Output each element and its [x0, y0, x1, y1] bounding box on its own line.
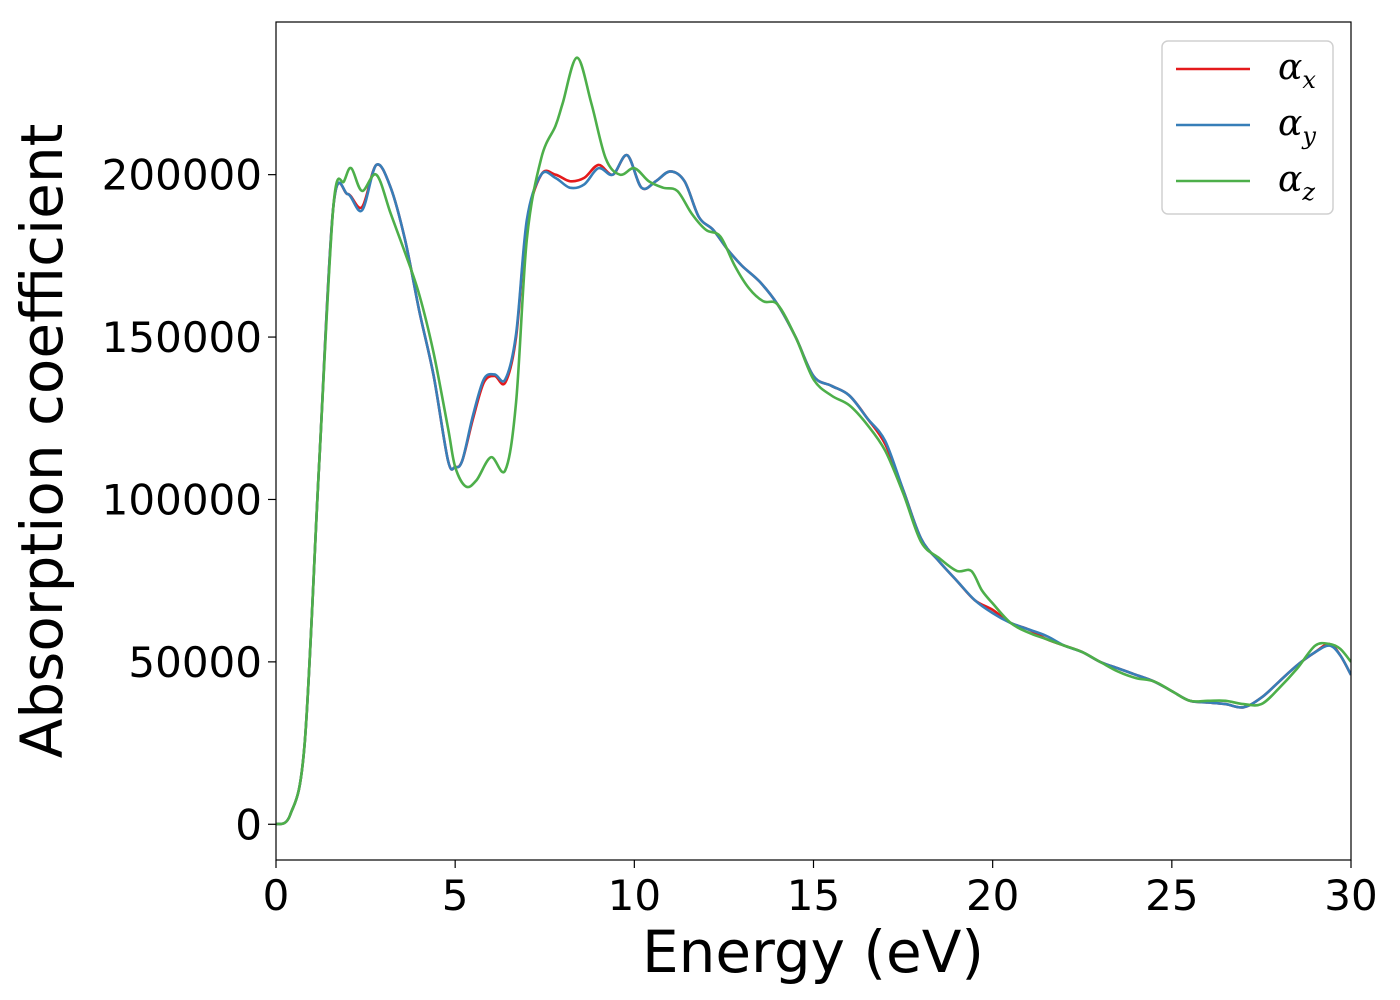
y-tick-label: 50000 — [128, 638, 262, 687]
y-tick-label: 100000 — [102, 475, 262, 524]
x-tick-label: 10 — [608, 871, 661, 920]
x-axis-title: Energy (eV) — [642, 918, 984, 986]
x-tick-label: 20 — [966, 871, 1019, 920]
y-tick-label: 0 — [235, 800, 262, 849]
x-tick-label: 25 — [1145, 871, 1198, 920]
x-tick-label: 5 — [442, 871, 469, 920]
legend: αx αy αz — [1161, 40, 1334, 215]
series-line-z — [276, 56, 1351, 826]
x-axis: 0 5 10 15 20 25 30 — [263, 860, 1378, 920]
x-tick-label: 15 — [787, 871, 840, 920]
legend-label-y: αy — [1278, 103, 1316, 150]
legend-label-z: αz — [1278, 159, 1315, 206]
x-tick-label: 0 — [263, 871, 290, 920]
series-layer — [276, 56, 1351, 826]
y-axis-title: Absorption coefficient — [8, 124, 76, 759]
legend-label-x: αx — [1278, 47, 1316, 94]
y-axis: 0 50000 100000 150000 200000 — [102, 151, 276, 849]
x-tick-label: 30 — [1324, 871, 1377, 920]
y-tick-label: 200000 — [102, 151, 262, 200]
y-tick-label: 150000 — [102, 313, 262, 362]
legend-box — [1161, 40, 1334, 215]
